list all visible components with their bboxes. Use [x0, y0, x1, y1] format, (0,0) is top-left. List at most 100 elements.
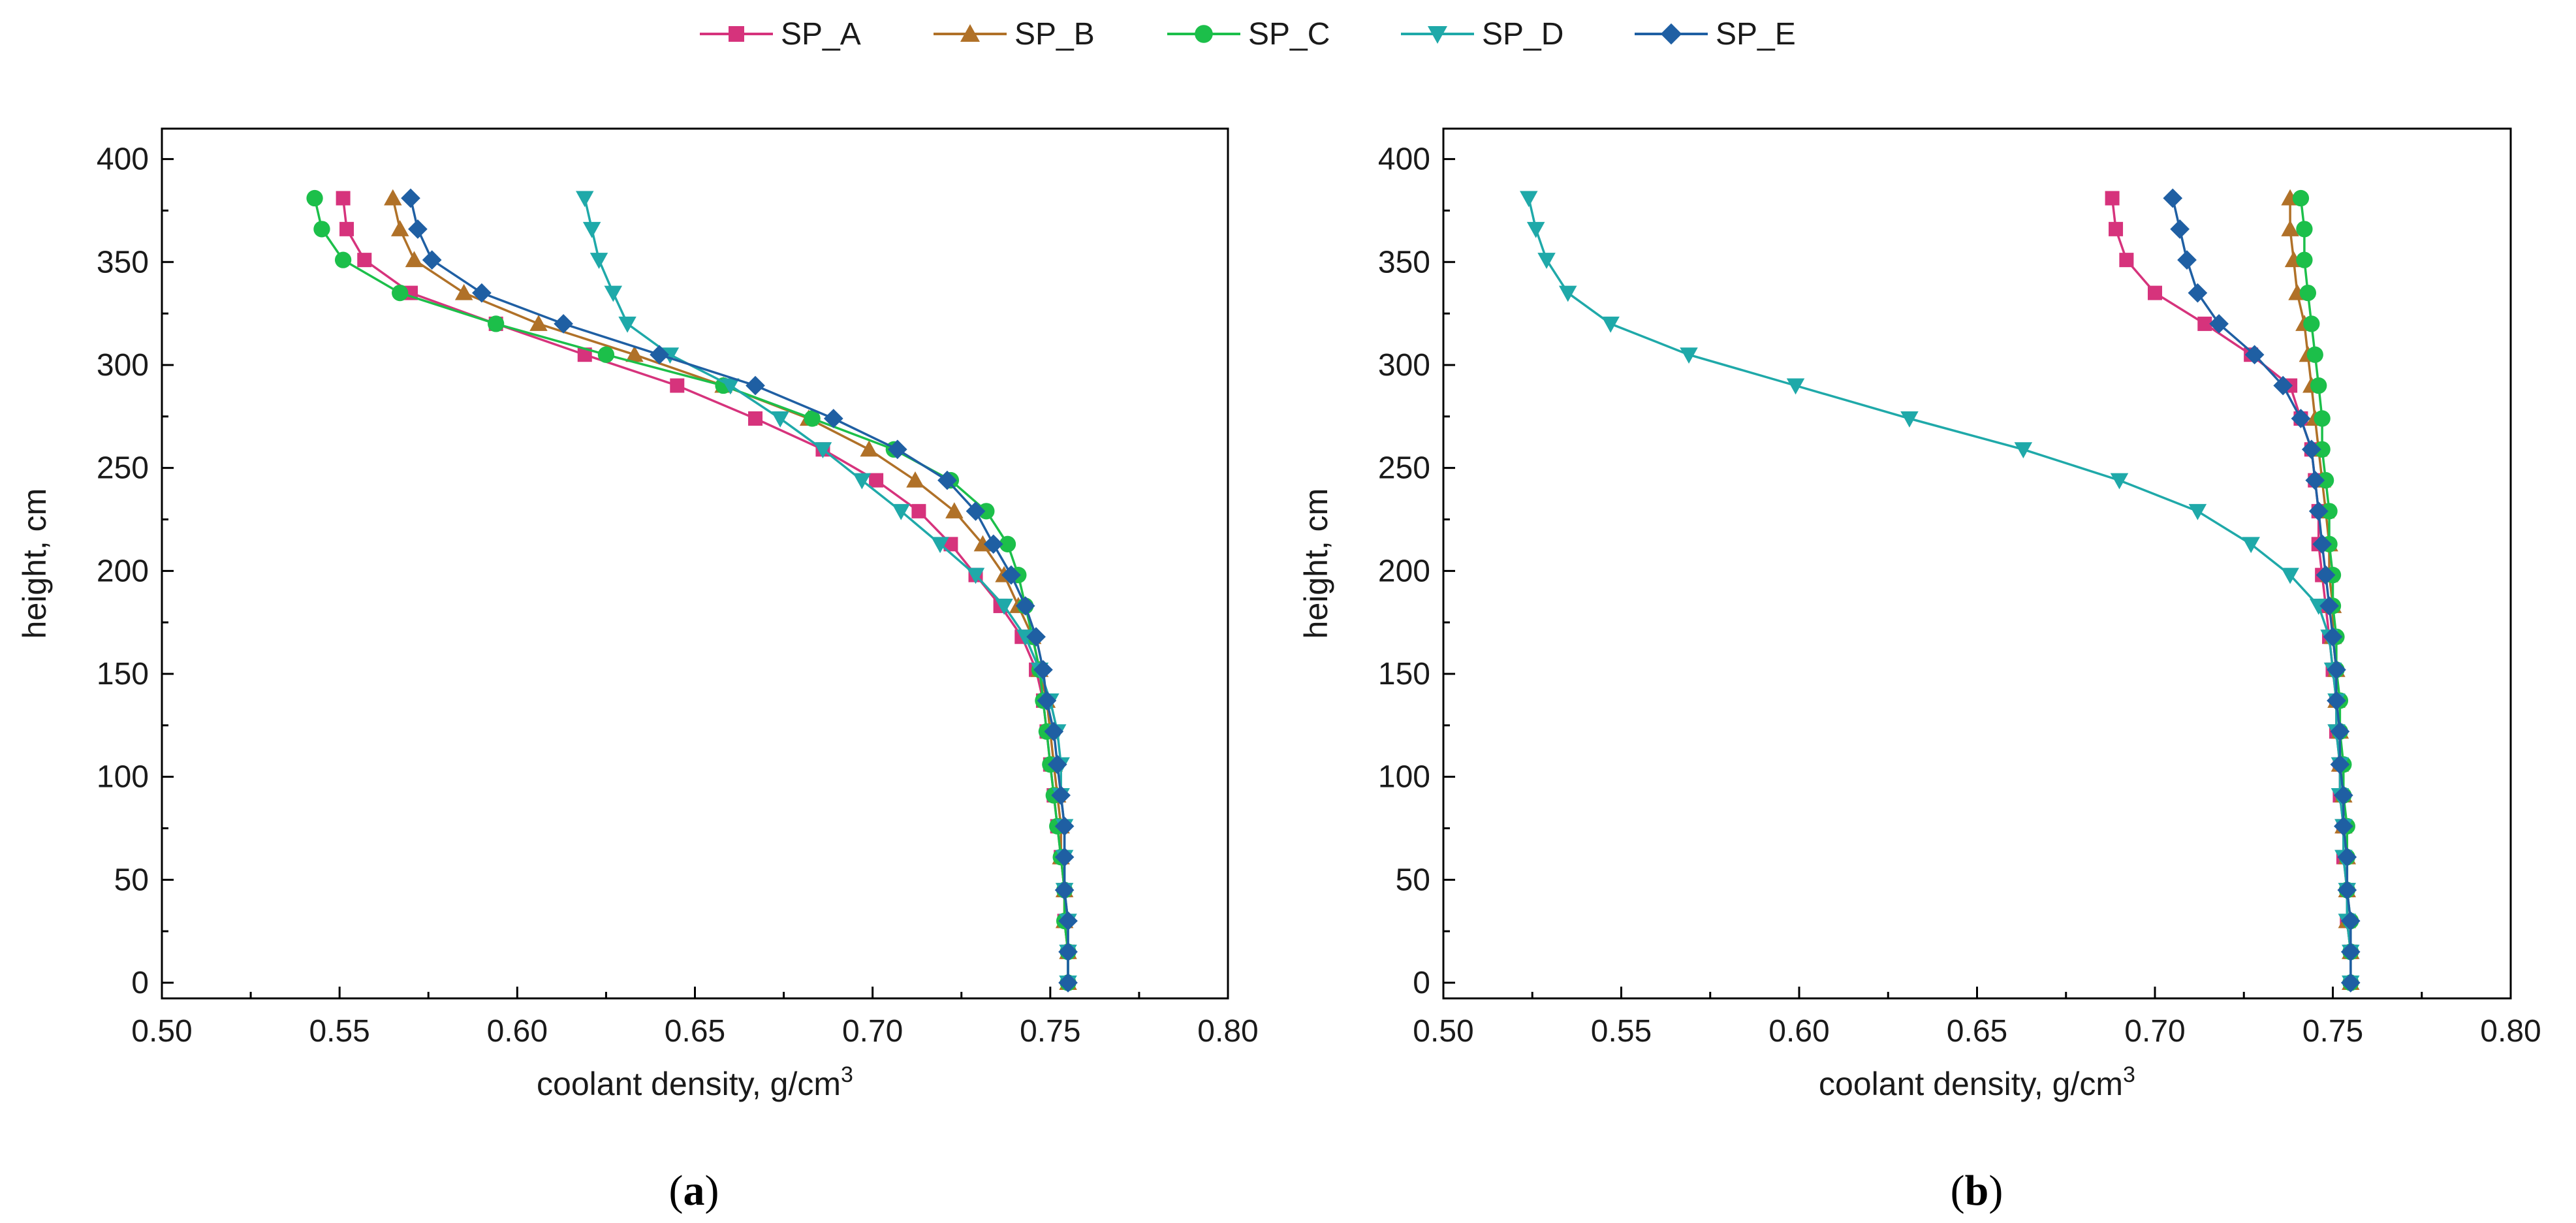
- data-point: [408, 219, 428, 239]
- data-point: [1900, 411, 1919, 428]
- data-point: [1033, 659, 1053, 680]
- series-sp-d: [576, 191, 1077, 992]
- data-point: [2188, 283, 2208, 303]
- data-point: [2334, 786, 2353, 805]
- data-point: [2105, 191, 2120, 206]
- data-point: [313, 221, 330, 238]
- data-point: [1559, 285, 1577, 302]
- plot-frame: [1442, 127, 2512, 1000]
- x-axis-label-text: coolant density, g/cm: [1819, 1066, 2123, 1102]
- y-tick-label: 100: [97, 760, 149, 795]
- legend-item-sp-a: SP_A: [700, 17, 861, 52]
- data-point: [966, 501, 986, 521]
- data-point: [2197, 316, 2212, 331]
- x-tick-label: 0.55: [1591, 1014, 1652, 1049]
- data-point: [983, 534, 1003, 554]
- series-line: [2289, 198, 2352, 983]
- data-point: [2323, 627, 2343, 647]
- panel-label-close: ): [705, 1167, 719, 1215]
- x-tick-label: 0.55: [309, 1014, 369, 1049]
- data-point: [472, 283, 492, 303]
- panel-label-letter: a: [683, 1167, 705, 1215]
- data-point: [978, 503, 995, 520]
- data-point: [906, 471, 924, 488]
- data-point: [334, 251, 352, 268]
- data-point: [2321, 503, 2338, 520]
- data-point: [2337, 880, 2357, 900]
- x-axis-label-superscript: 3: [841, 1062, 853, 1087]
- x-tick-label: 0.70: [842, 1014, 903, 1049]
- data-point: [650, 345, 669, 365]
- data-point: [2327, 659, 2346, 680]
- plot-frame: [161, 127, 1229, 1000]
- data-point: [2299, 284, 2317, 302]
- data-point: [748, 411, 763, 426]
- y-tick-label: 250: [97, 451, 149, 486]
- data-point: [2148, 285, 2162, 300]
- data-point: [576, 191, 594, 208]
- x-tick-label: 0.65: [665, 1014, 725, 1049]
- data-point: [860, 440, 878, 457]
- data-point: [1001, 565, 1021, 585]
- data-point: [454, 283, 473, 300]
- data-point: [2296, 221, 2313, 238]
- x-tick-label: 0.75: [2302, 1014, 2363, 1049]
- series-sp-a: [2105, 191, 2358, 991]
- data-point: [2337, 847, 2357, 867]
- series-line: [2111, 198, 2352, 983]
- data-point: [2244, 345, 2265, 365]
- data-point: [1786, 378, 1805, 395]
- x-tick-label: 0.50: [1413, 1014, 1473, 1049]
- data-point: [887, 439, 907, 460]
- series-line: [341, 198, 1069, 983]
- legend-label: SP_C: [1248, 17, 1330, 52]
- y-tick-label: 200: [1378, 554, 1430, 588]
- legend-marker: [1428, 26, 1447, 44]
- y-tick-label: 400: [1378, 142, 1430, 177]
- data-point: [392, 284, 409, 302]
- series-line: [313, 198, 1069, 983]
- x-axis-label: coolant density, g/cm3: [537, 1062, 853, 1102]
- series-sp-d: [1520, 191, 2360, 992]
- data-point: [2310, 377, 2327, 394]
- data-point: [2273, 375, 2293, 396]
- data-point: [2330, 722, 2350, 742]
- data-point: [384, 189, 402, 206]
- data-point: [1054, 847, 1075, 867]
- data-point: [2014, 442, 2033, 459]
- series-line: [1528, 198, 2352, 983]
- legend-label: SP_A: [781, 17, 861, 52]
- panel-label: (a): [669, 1167, 719, 1215]
- data-point: [999, 535, 1016, 552]
- y-tick-label: 50: [1396, 863, 1430, 897]
- y-tick-label: 400: [97, 142, 149, 177]
- data-point: [2292, 189, 2310, 207]
- data-point: [597, 346, 615, 363]
- data-point: [336, 191, 351, 206]
- data-point: [2340, 973, 2361, 993]
- data-point: [1015, 596, 1035, 616]
- data-point: [2188, 503, 2207, 520]
- x-tick-label: 0.75: [1020, 1014, 1080, 1049]
- x-tick-label: 0.80: [1197, 1014, 1258, 1049]
- data-point: [2306, 346, 2323, 363]
- data-point: [1037, 691, 1057, 710]
- data-point: [2177, 250, 2197, 270]
- x-axis-label-text: coolant density, g/cm: [537, 1066, 841, 1102]
- data-point: [618, 316, 636, 333]
- y-axis-label: height, cm: [16, 488, 53, 639]
- series-sp-c: [2292, 189, 2359, 991]
- data-point: [1058, 942, 1078, 962]
- x-axis-label-superscript: 3: [2123, 1062, 2135, 1087]
- data-point: [2312, 534, 2332, 554]
- x-tick-label: 0.50: [131, 1014, 192, 1049]
- data-point: [2301, 439, 2321, 460]
- data-point: [2281, 567, 2299, 584]
- y-axis-label: height, cm: [1298, 488, 1334, 639]
- data-point: [2327, 691, 2346, 710]
- y-tick-label: 50: [114, 863, 149, 897]
- data-point: [945, 502, 964, 518]
- data-point: [390, 220, 409, 236]
- legend-item-sp-d: SP_D: [1401, 17, 1563, 52]
- data-point: [488, 315, 505, 332]
